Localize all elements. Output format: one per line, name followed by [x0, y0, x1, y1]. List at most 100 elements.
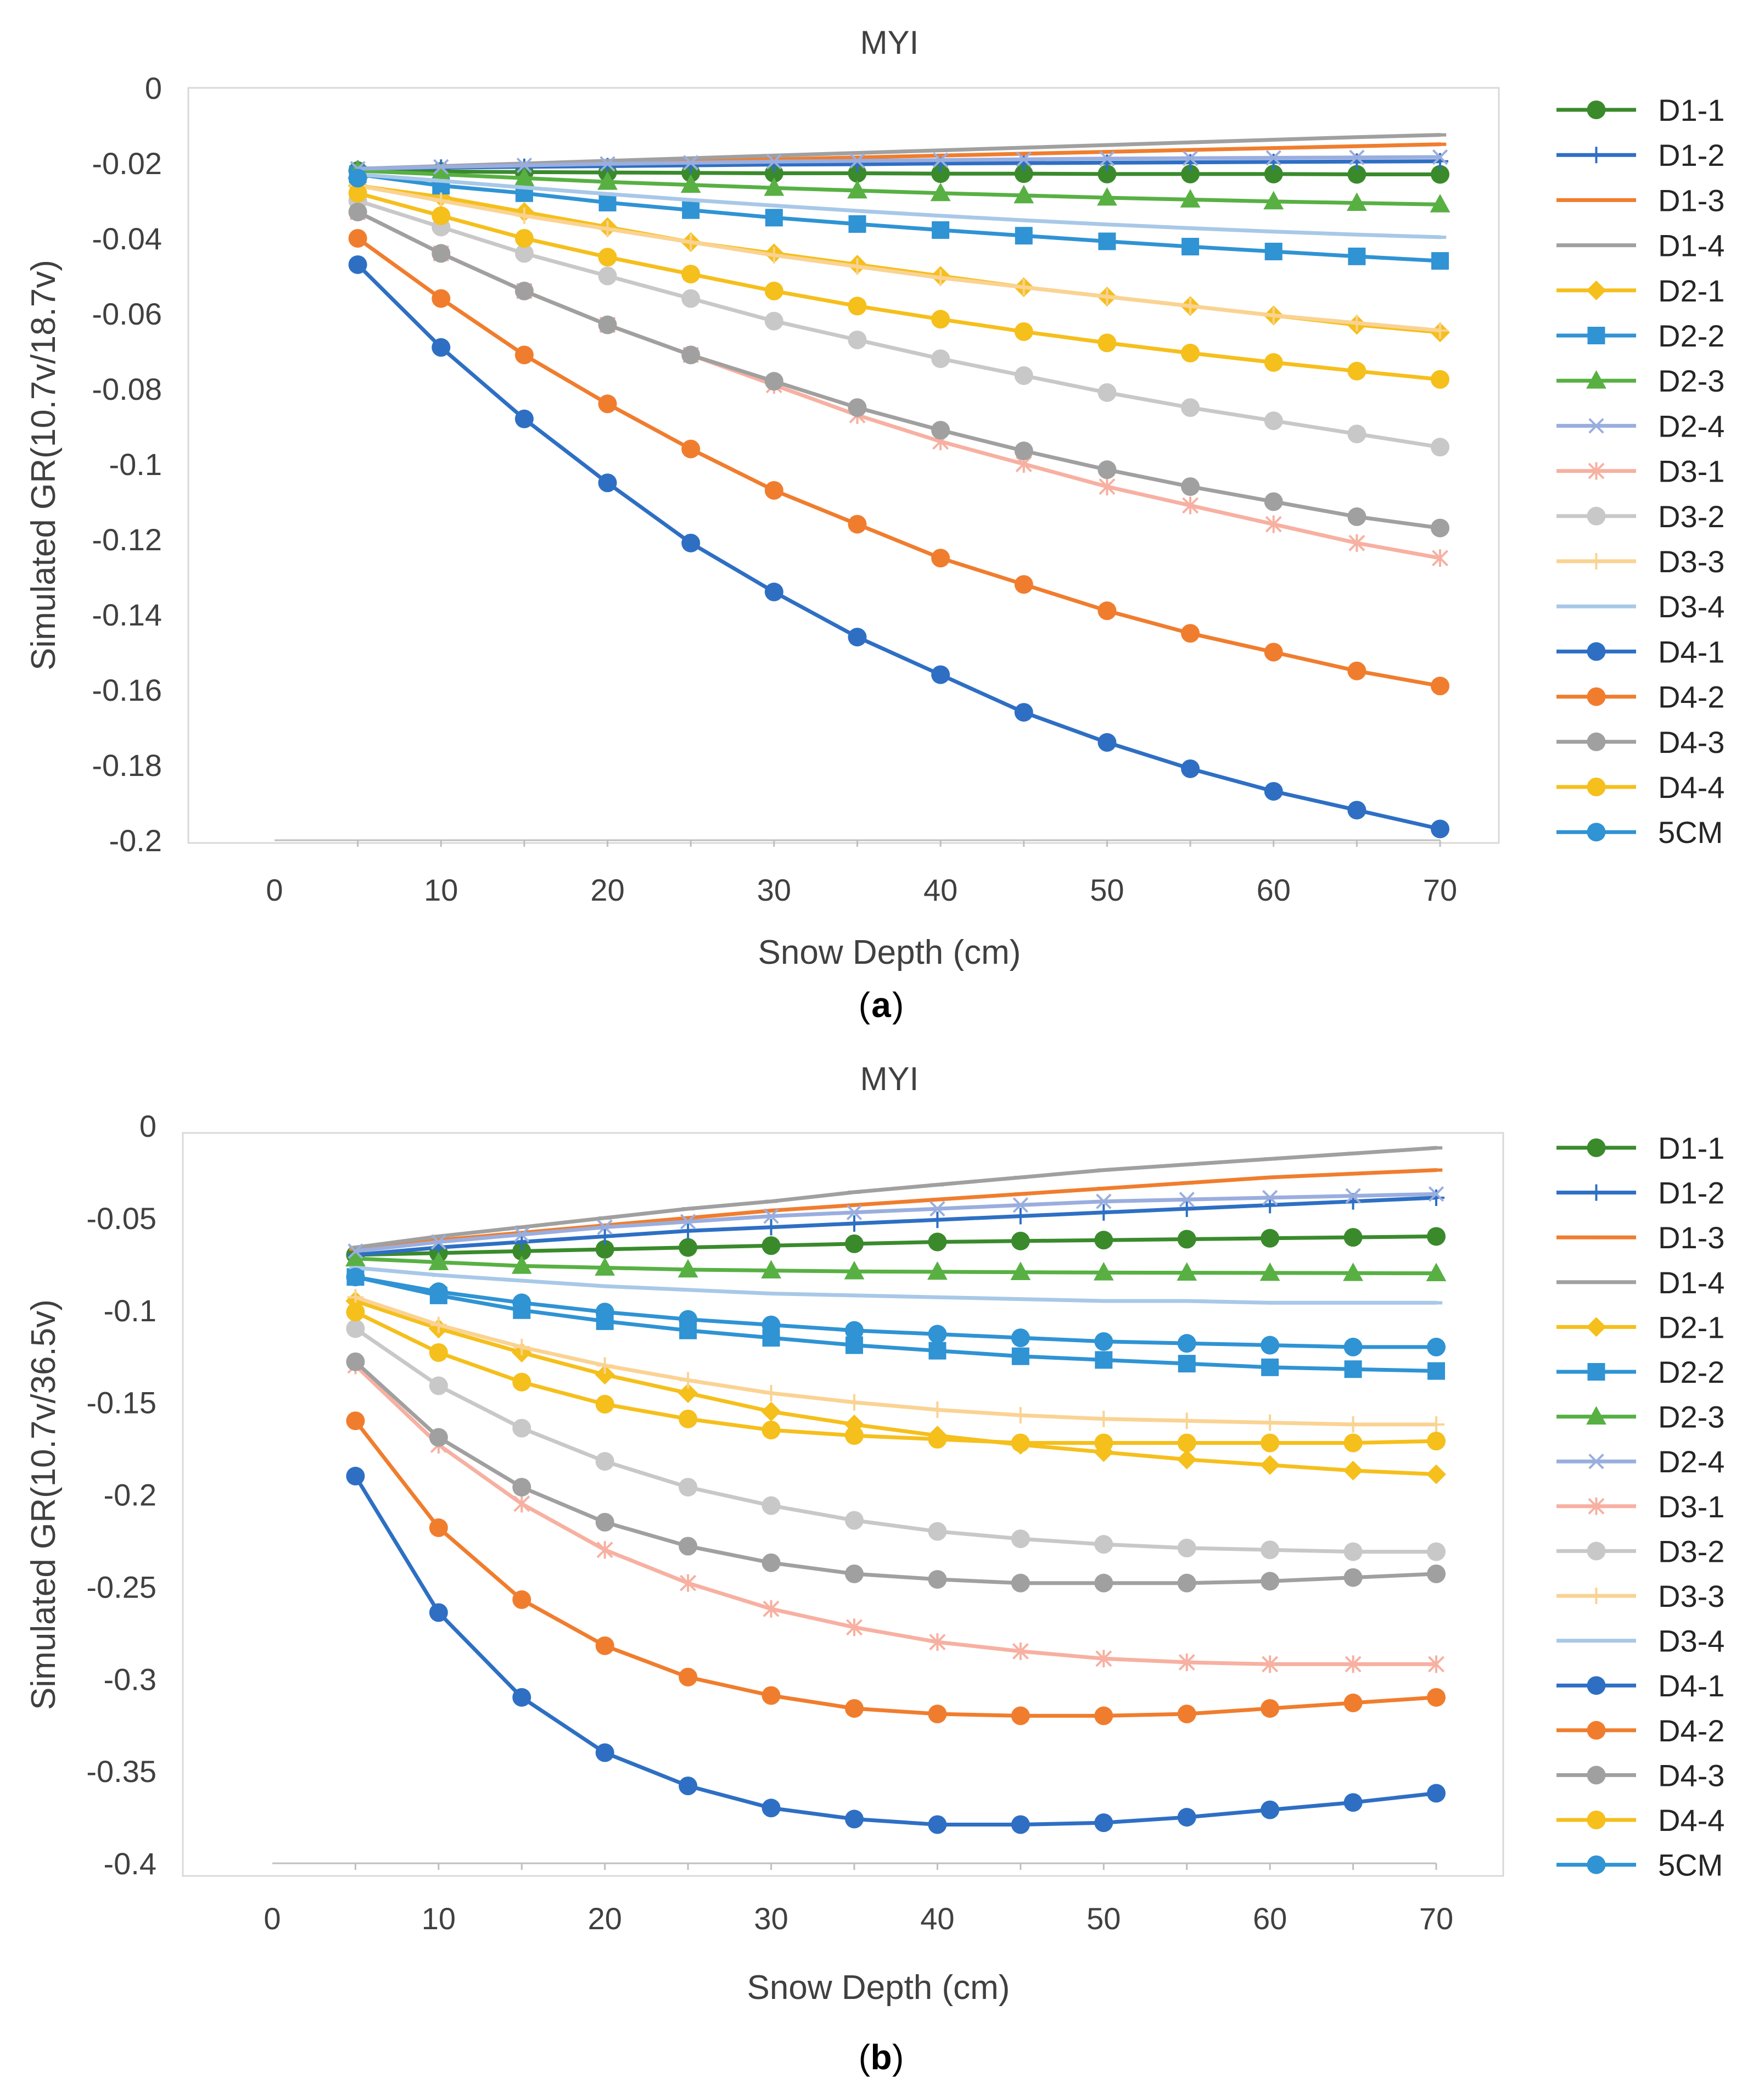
data-point: [1011, 1433, 1030, 1453]
series-line: [356, 169, 1442, 206]
data-point: [511, 1255, 532, 1274]
data-point: [1011, 1328, 1030, 1348]
series-line: [353, 1275, 1438, 1373]
data-point: [929, 1401, 946, 1418]
data-point: [764, 164, 783, 183]
data-point: [1345, 1188, 1361, 1204]
legend-label: D2-1: [1658, 1310, 1724, 1344]
legend-item: D2-1: [1556, 273, 1724, 308]
data-point: [1260, 1455, 1280, 1475]
data-point: [1261, 1358, 1279, 1376]
series-line: [353, 1295, 1438, 1427]
data-point: [1343, 1263, 1363, 1281]
chart-panel-a: 0 10 20 30 40 50 60 70 0 -0.02 -0.04 -0.06 -0.08 -0.…: [25, 24, 1724, 1025]
legend-item: D4-4: [1556, 1803, 1724, 1838]
legend-label: D4-2: [1658, 1713, 1724, 1748]
legend-item: D4-2: [1556, 680, 1724, 714]
caption-open-paren: (: [859, 985, 870, 1025]
data-point: [1094, 1332, 1113, 1351]
legend-label: D4-1: [1658, 634, 1724, 669]
series-line: [353, 1360, 1438, 1585]
legend-label: D2-4: [1658, 1444, 1724, 1479]
x-tick-label: 50: [1090, 873, 1124, 907]
data-point: [1094, 1706, 1113, 1725]
data-point: [931, 310, 950, 329]
legend-item: D2-4: [1556, 409, 1724, 443]
data-point: [1011, 1815, 1030, 1834]
data-point: [1015, 227, 1033, 245]
data-point: [1348, 315, 1365, 332]
legend-item: D2-3: [1556, 364, 1724, 398]
data-point: [1265, 515, 1282, 533]
data-point: [931, 665, 950, 684]
data-point: [1347, 661, 1367, 680]
data-point: [1011, 1529, 1030, 1549]
data-point: [1097, 164, 1117, 183]
data-point: [1094, 1433, 1113, 1453]
data-point: [1427, 1362, 1445, 1380]
data-point: [764, 372, 783, 391]
series-line: [356, 172, 1442, 263]
data-point: [429, 1428, 448, 1447]
data-point: [931, 421, 950, 440]
data-point: [1094, 1813, 1113, 1833]
caption-close-paren: ): [892, 2037, 904, 2077]
data-point: [1265, 150, 1281, 166]
data-point: [514, 244, 534, 263]
data-point: [1343, 1793, 1363, 1812]
data-point: [1343, 1568, 1363, 1587]
data-point: [1178, 1412, 1195, 1429]
data-point: [1097, 733, 1117, 752]
data-point: [1177, 1230, 1196, 1249]
data-point: [514, 167, 535, 186]
series-line: [356, 262, 1442, 831]
data-point: [1098, 232, 1116, 250]
legend-marker: [1587, 823, 1606, 842]
x-tick-label: 50: [1087, 1901, 1121, 1936]
data-point: [765, 209, 783, 227]
data-point: [683, 155, 699, 171]
x-tick-label: 30: [754, 1901, 788, 1936]
legend-marker: [1587, 1721, 1606, 1740]
data-point: [1177, 1705, 1196, 1724]
data-point: [1262, 1655, 1279, 1673]
data-point: [1099, 150, 1115, 166]
data-point: [348, 255, 367, 274]
data-point: [680, 1372, 697, 1389]
data-point: [680, 1574, 697, 1592]
data-point: [1014, 366, 1033, 386]
data-point: [845, 1426, 864, 1445]
data-point: [1347, 425, 1367, 444]
series-D2-3: [348, 160, 1451, 213]
series-lines: [348, 133, 1451, 839]
data-point: [1427, 1564, 1446, 1583]
legend-label: D1-4: [1658, 228, 1724, 263]
legend-label: D3-4: [1658, 589, 1724, 624]
data-point: [1177, 1262, 1197, 1281]
data-point: [1264, 242, 1283, 260]
legend-label: D3-3: [1658, 1579, 1724, 1613]
data-point: [1095, 1410, 1112, 1427]
data-point: [681, 533, 701, 552]
data-point: [846, 1394, 863, 1411]
legend-marker: [1587, 732, 1606, 751]
series-D4-1: [348, 255, 1449, 839]
legend-item: D3-2: [1556, 1534, 1724, 1568]
legend-label: D4-4: [1658, 1803, 1724, 1838]
y-tick-label: -0.35: [86, 1754, 156, 1789]
data-point: [1182, 150, 1199, 166]
data-point: [1182, 496, 1199, 515]
data-point: [1177, 1573, 1196, 1593]
data-point: [595, 1257, 615, 1276]
legend-marker: [1587, 1676, 1606, 1695]
data-point: [1427, 1337, 1446, 1356]
data-point: [595, 1452, 614, 1471]
x-tick-label: 0: [264, 1901, 281, 1936]
data-point: [514, 345, 534, 365]
data-point: [598, 473, 617, 493]
legend: D1-1 D1-2 D1-3 D1-4 D2-1 D2-2 D2-3 D2-4 D3-1 D3-2…: [1556, 1131, 1724, 1883]
data-point: [761, 1496, 781, 1515]
data-point: [1428, 1416, 1444, 1433]
data-point: [1013, 185, 1034, 204]
y-tick-label: -0.2: [109, 823, 163, 858]
